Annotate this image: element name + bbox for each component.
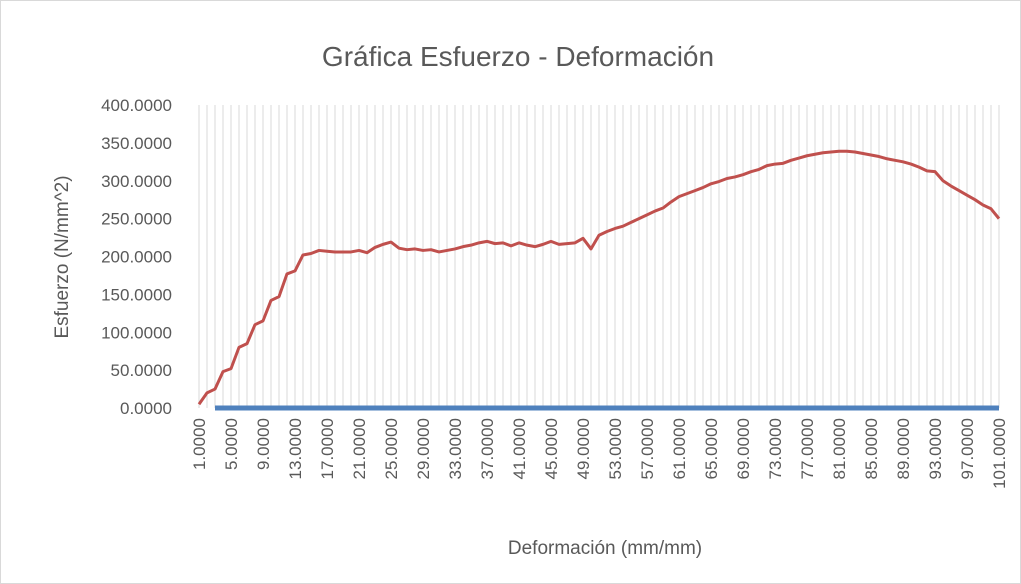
x-tick-label: 29.0000 [414,418,433,479]
x-tick-label: 13.0000 [286,418,305,479]
x-tick-label: 69.0000 [734,418,753,479]
chart-title: Gráfica Esfuerzo - Deformación [322,41,714,72]
x-tick-label: 65.0000 [702,418,721,479]
x-tick-label: 89.0000 [894,418,913,479]
y-tick-label: 350.0000 [101,134,172,153]
x-tick-label: 1.0000 [190,418,209,470]
x-tick-label: 17.0000 [318,418,337,479]
x-tick-label: 33.0000 [446,418,465,479]
y-tick-label: 300.0000 [101,172,172,191]
x-tick-label: 101.0000 [990,418,1009,489]
x-tick-label: 21.0000 [350,418,369,479]
x-tick-label: 9.0000 [254,418,273,470]
y-axis-title: Esfuerzo (N/mm^2) [52,175,73,338]
y-tick-label: 150.0000 [101,285,172,304]
x-tick-label: 57.0000 [638,418,657,479]
y-tick-label: 400.0000 [101,96,172,115]
y-tick-label: 50.0000 [111,361,172,380]
x-tick-label: 73.0000 [766,418,785,479]
x-tick-label: 53.0000 [606,418,625,479]
x-tick-label: 61.0000 [670,418,689,479]
data-line [197,149,1001,406]
y-tick-label: 200.0000 [101,248,172,267]
x-tick-label: 93.0000 [926,418,945,479]
x-tick-label: 45.0000 [542,418,561,479]
x-tick-label: 85.0000 [862,418,881,479]
x-axis-title: Deformación (mm/mm) [508,538,702,559]
x-tick-label: 5.0000 [222,418,241,470]
x-tick-label: 41.0000 [510,418,529,479]
y-tick-label: 250.0000 [101,210,172,229]
y-tick-label: 100.0000 [101,323,172,342]
x-tick-label: 25.0000 [382,418,401,479]
x-tick-label: 97.0000 [958,418,977,479]
x-tick-label: 37.0000 [478,418,497,479]
x-tick-label: 81.0000 [830,418,849,479]
x-tick-label: 49.0000 [574,418,593,479]
y-tick-label: 0.0000 [120,399,172,418]
x-tick-label: 77.0000 [798,418,817,479]
